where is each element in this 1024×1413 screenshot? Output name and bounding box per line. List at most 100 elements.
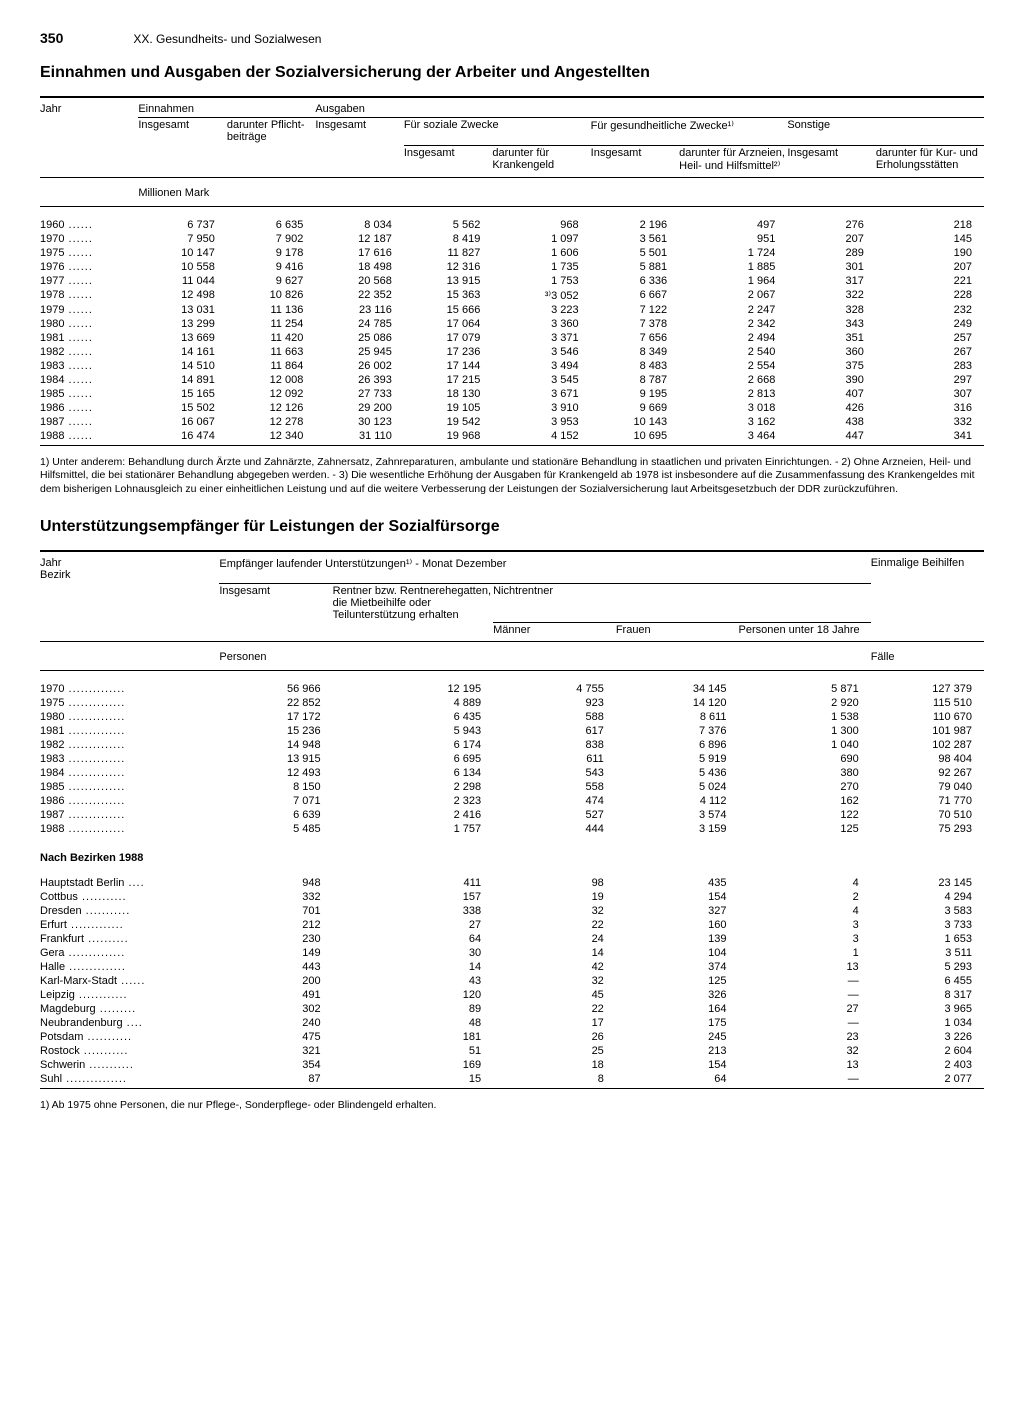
data-cell: 8 611 bbox=[616, 710, 739, 724]
table-row: 1975 ..............22 8524 88992314 1202… bbox=[40, 696, 984, 710]
data-cell: 14 161 bbox=[138, 345, 227, 359]
data-cell: 17 bbox=[493, 1016, 616, 1030]
data-cell: 289 bbox=[787, 246, 876, 260]
data-cell: 3 371 bbox=[492, 331, 590, 345]
data-cell: 444 bbox=[493, 822, 616, 836]
data-cell: 257 bbox=[876, 331, 984, 345]
data-cell: — bbox=[739, 988, 871, 1002]
bezirk-cell: Karl-Marx-Stadt ...... bbox=[40, 974, 219, 988]
data-cell: 14 120 bbox=[616, 696, 739, 710]
rule bbox=[40, 96, 984, 98]
table1: Jahr Einnahmen Ausgaben Insgesamt darunt… bbox=[40, 102, 984, 443]
data-cell: 24 bbox=[493, 932, 616, 946]
bezirk-cell: Potsdam ........... bbox=[40, 1030, 219, 1044]
data-cell: 316 bbox=[876, 401, 984, 415]
data-cell: 98 bbox=[493, 876, 616, 890]
data-cell: 30 123 bbox=[315, 415, 404, 429]
year-cell: 1976 ...... bbox=[40, 260, 138, 274]
table-row: Frankfurt ..........230642413931 653 bbox=[40, 932, 984, 946]
data-cell: 10 558 bbox=[138, 260, 227, 274]
data-cell: 34 145 bbox=[616, 682, 739, 696]
data-cell: 15 363 bbox=[404, 288, 493, 303]
data-cell: 9 416 bbox=[227, 260, 316, 274]
data-cell: 13 915 bbox=[219, 752, 332, 766]
table-row: Hauptstadt Berlin ....94841198435423 145 bbox=[40, 876, 984, 890]
year-cell: 1970 ...... bbox=[40, 232, 138, 246]
col-son-ins: Insgesamt bbox=[787, 145, 876, 174]
data-cell: 1 040 bbox=[739, 738, 871, 752]
data-cell: 6 635 bbox=[227, 218, 316, 232]
data-cell: 3 464 bbox=[679, 429, 787, 443]
data-cell: 5 562 bbox=[404, 218, 493, 232]
data-cell: 302 bbox=[219, 1002, 332, 1016]
page-header: 350 XX. Gesundheits- und Sozialwesen bbox=[40, 30, 984, 46]
unit-row: Millionen Mark bbox=[40, 181, 984, 203]
data-cell: 115 510 bbox=[871, 696, 984, 710]
data-cell: 3 511 bbox=[871, 946, 984, 960]
data-cell: 181 bbox=[333, 1030, 493, 1044]
data-cell: 9 178 bbox=[227, 246, 316, 260]
data-cell: 838 bbox=[493, 738, 616, 752]
col-m: Männer bbox=[493, 623, 616, 639]
data-cell: 92 267 bbox=[871, 766, 984, 780]
bezirk-cell: Suhl ............... bbox=[40, 1072, 219, 1086]
data-cell: 351 bbox=[787, 331, 876, 345]
col-pflicht: darunter Pflicht­beiträge bbox=[227, 118, 316, 146]
data-cell: 15 236 bbox=[219, 724, 332, 738]
data-cell: 7 656 bbox=[591, 331, 680, 345]
data-cell: 11 044 bbox=[138, 274, 227, 288]
data-cell: 2 813 bbox=[679, 387, 787, 401]
data-cell: 438 bbox=[787, 415, 876, 429]
table-row: Leipzig ............49112045326—8 317 bbox=[40, 988, 984, 1002]
table-row: Cottbus ...........3321571915424 294 bbox=[40, 890, 984, 904]
data-cell: 2 323 bbox=[333, 794, 493, 808]
data-cell: 611 bbox=[493, 752, 616, 766]
col-ins: Insgesamt bbox=[219, 583, 332, 623]
data-cell: 13 bbox=[739, 960, 871, 974]
col-arznei: darunter für Arzneien, Heil- und Hilfsmi… bbox=[679, 145, 787, 174]
col-jahr: Jahr bbox=[40, 102, 138, 118]
data-cell: 6 896 bbox=[616, 738, 739, 752]
data-cell: 968 bbox=[492, 218, 590, 232]
data-cell: 11 254 bbox=[227, 317, 316, 331]
data-cell: 475 bbox=[219, 1030, 332, 1044]
table-row: Erfurt .............212272216033 733 bbox=[40, 918, 984, 932]
data-cell: 1 753 bbox=[492, 274, 590, 288]
year-cell: 1986 ...... bbox=[40, 401, 138, 415]
data-cell: 154 bbox=[616, 1058, 739, 1072]
data-cell: 10 826 bbox=[227, 288, 316, 303]
header-row-3: Männer Frauen Personen unter 18 Jahre bbox=[40, 623, 984, 639]
data-cell: 4 112 bbox=[616, 794, 739, 808]
bezirk-cell: Leipzig ............ bbox=[40, 988, 219, 1002]
data-cell: 2 416 bbox=[333, 808, 493, 822]
data-cell: 3 159 bbox=[616, 822, 739, 836]
col-u18: Personen unter 18 Jahre bbox=[739, 623, 871, 639]
data-cell: 249 bbox=[876, 317, 984, 331]
data-cell: 10 143 bbox=[591, 415, 680, 429]
table-row: 1981 ..............15 2365 9436177 3761 … bbox=[40, 724, 984, 738]
bezirk-cell: Rostock ........... bbox=[40, 1044, 219, 1058]
data-cell: — bbox=[739, 1072, 871, 1086]
data-cell: 951 bbox=[679, 232, 787, 246]
unit-faelle: Fälle bbox=[871, 645, 984, 667]
data-cell: 948 bbox=[219, 876, 332, 890]
bezirk-cell: Hauptstadt Berlin .... bbox=[40, 876, 219, 890]
col-f: Frauen bbox=[616, 623, 739, 639]
data-cell: 19 105 bbox=[404, 401, 493, 415]
data-cell: 1 bbox=[739, 946, 871, 960]
year-cell: 1960 ...... bbox=[40, 218, 138, 232]
data-cell: 240 bbox=[219, 1016, 332, 1030]
data-cell: 26 bbox=[493, 1030, 616, 1044]
data-cell: 5 485 bbox=[219, 822, 332, 836]
table2-title: Unterstützungsempfänger für Leistungen d… bbox=[40, 518, 984, 536]
data-cell: 11 864 bbox=[227, 359, 316, 373]
data-cell: 175 bbox=[616, 1016, 739, 1030]
data-cell: 32 bbox=[739, 1044, 871, 1058]
data-cell: 232 bbox=[876, 303, 984, 317]
data-cell: 301 bbox=[787, 260, 876, 274]
data-cell: 426 bbox=[787, 401, 876, 415]
data-cell: 245 bbox=[616, 1030, 739, 1044]
data-cell: 12 316 bbox=[404, 260, 493, 274]
data-cell: 4 bbox=[739, 904, 871, 918]
data-cell: 19 bbox=[493, 890, 616, 904]
